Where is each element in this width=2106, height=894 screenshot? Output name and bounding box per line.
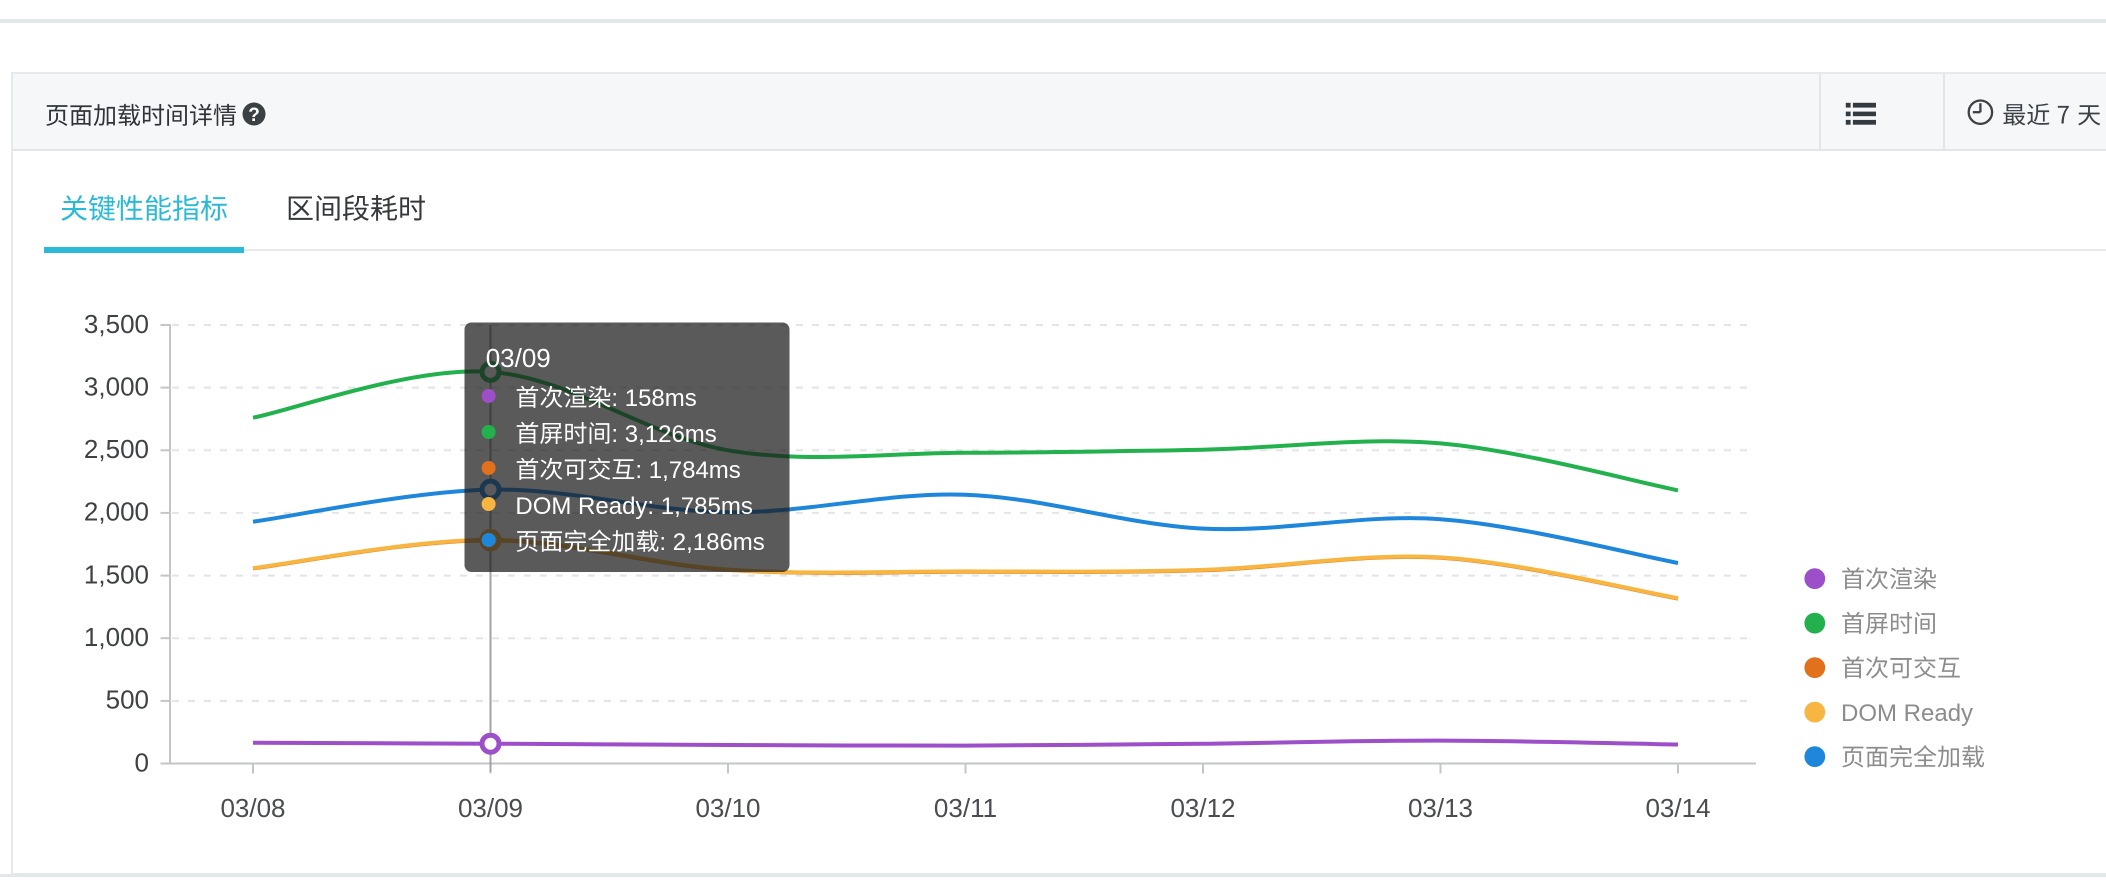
svg-text:2,000: 2,000 xyxy=(84,497,149,527)
svg-text:03/14: 03/14 xyxy=(1645,793,1710,823)
svg-text:0: 0 xyxy=(135,747,149,777)
svg-text:03/09: 03/09 xyxy=(458,793,523,823)
svg-text:03/09: 03/09 xyxy=(486,343,551,373)
svg-text:: 2,186ms: : 2,186ms xyxy=(659,529,764,556)
svg-text:03/11: 03/11 xyxy=(934,793,997,823)
svg-text:: 3,126ms: : 3,126ms xyxy=(611,421,716,448)
svg-text:DOM Ready: DOM Ready xyxy=(1841,700,1973,727)
svg-text:: 158ms: : 158ms xyxy=(611,385,696,412)
svg-text:03/08: 03/08 xyxy=(220,793,285,823)
svg-text:3,000: 3,000 xyxy=(84,371,149,401)
svg-text:03/10: 03/10 xyxy=(695,793,760,823)
svg-text:?: ? xyxy=(248,105,260,126)
svg-text:2,500: 2,500 xyxy=(84,434,149,464)
svg-text:: 1,784ms: : 1,784ms xyxy=(635,457,740,484)
svg-text:500: 500 xyxy=(106,685,149,715)
svg-text:DOM Ready: 1,785ms: DOM Ready: 1,785ms xyxy=(515,493,752,520)
svg-text:03/12: 03/12 xyxy=(1170,793,1235,823)
svg-text:1,000: 1,000 xyxy=(84,622,149,652)
svg-text:03/13: 03/13 xyxy=(1408,793,1473,823)
svg-text:3,500: 3,500 xyxy=(84,309,149,339)
svg-text:1,500: 1,500 xyxy=(84,559,149,589)
